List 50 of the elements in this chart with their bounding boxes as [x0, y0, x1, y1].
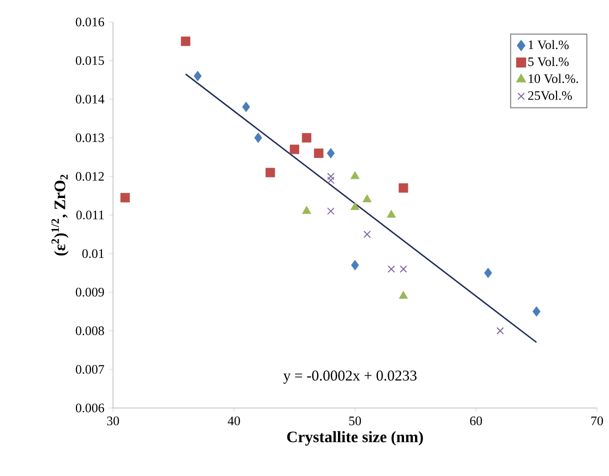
point [400, 265, 408, 273]
point [180, 36, 190, 46]
point [350, 202, 360, 210]
x-axis-title: Crystallite size (nm) [287, 431, 423, 446]
y-tick-label: 0.012 [76, 172, 104, 181]
point [386, 210, 396, 218]
x-tick-label: 60 [470, 416, 482, 426]
point [290, 144, 300, 154]
point [327, 207, 334, 215]
legend-label: 10 Vol.%. [528, 74, 578, 84]
point [302, 133, 312, 142]
point [194, 70, 202, 82]
annotation: y = -0.0002x + 0.0233 [283, 370, 417, 384]
point [398, 290, 408, 299]
y-tick-label: 0.011 [76, 210, 104, 220]
y-tick-label: 0.014 [76, 94, 104, 104]
y-tick-label: 0.007 [76, 365, 104, 374]
point [350, 171, 360, 180]
x-tick-label: 50 [349, 416, 361, 426]
point [314, 148, 324, 158]
point [362, 194, 372, 202]
y-tick-label: 0.006 [76, 404, 104, 412]
x-tick-label: 30 [107, 416, 119, 426]
point [266, 168, 275, 178]
point [388, 265, 395, 273]
point [327, 176, 334, 184]
point [496, 327, 504, 334]
y-tick-label: 0.016 [76, 18, 104, 26]
point [254, 132, 262, 143]
point [351, 260, 359, 270]
y-tick-label: 0.013 [76, 133, 104, 142]
legend-label: 5 Vol.% [528, 56, 569, 66]
y-tick-label: 0.008 [76, 326, 104, 336]
y-tick-label: 0.009 [76, 288, 104, 297]
point [363, 230, 371, 238]
y-axis-title: (ε$^{2}$)$^{1/2}$, ZrO$_{2}$ [51, 174, 69, 256]
y-tick-label: 0.01 [82, 249, 104, 258]
point [302, 206, 312, 214]
point [532, 306, 540, 317]
point [398, 183, 408, 193]
point [120, 192, 130, 202]
y-tick-label: 0.015 [76, 56, 104, 65]
point [484, 268, 492, 278]
x-tick-label: 70 [591, 416, 603, 426]
point [326, 148, 335, 158]
legend-label: 25Vol.% [528, 90, 572, 100]
x-tick-label: 40 [228, 416, 240, 426]
legend-label: 1 Vol.% [528, 40, 569, 50]
point [327, 172, 334, 180]
point [242, 102, 250, 112]
